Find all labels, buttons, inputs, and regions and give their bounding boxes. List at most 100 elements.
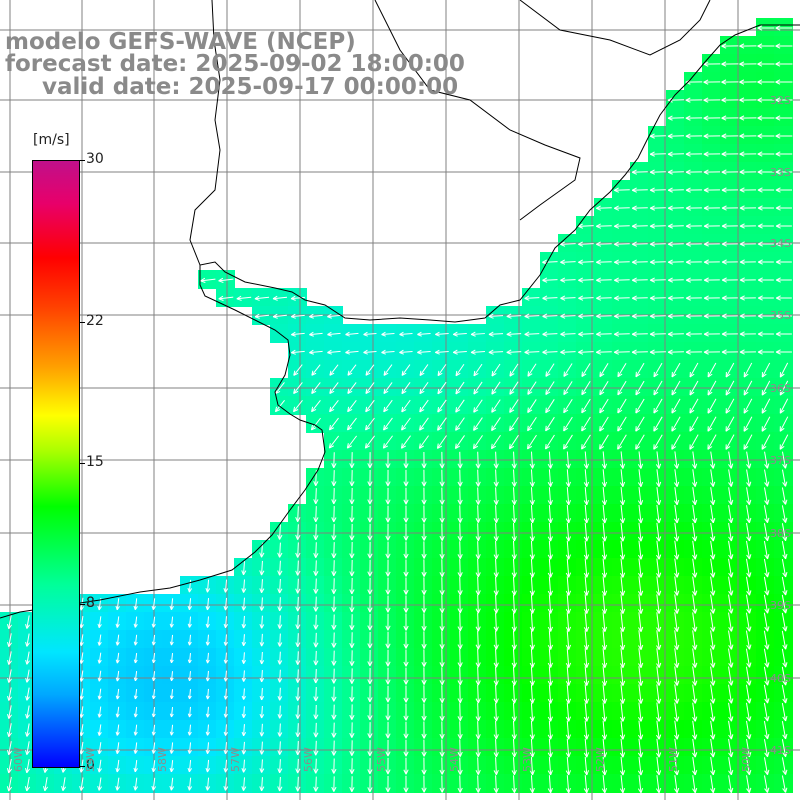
wind-arrow: [655, 756, 662, 776]
wind-cell: [738, 414, 757, 433]
wind-arrow: [563, 363, 573, 377]
wind-cell: [414, 342, 433, 361]
wind-cell: [468, 414, 487, 433]
wind-cell: [288, 504, 307, 523]
wind-arrow: [169, 760, 174, 773]
wind-arrow: [187, 742, 192, 754]
wind-arrow: [649, 349, 666, 355]
wind-cell: [738, 360, 757, 379]
wind-arrow: [674, 522, 680, 542]
wind-arrow: [728, 487, 734, 505]
wind-arrow: [439, 667, 445, 686]
wind-arrow: [313, 578, 319, 594]
wind-cell: [324, 468, 343, 487]
wind-arrow: [346, 435, 358, 449]
wind-cell: [702, 270, 721, 289]
wind-arrow: [560, 259, 576, 265]
wind-cell: [306, 486, 325, 505]
wind-arrow: [439, 487, 445, 505]
wind-arrow: [328, 417, 339, 431]
wind-arrow: [295, 776, 301, 792]
wind-cell: [252, 540, 271, 559]
wind-arrow: [632, 313, 648, 319]
wind-arrow: [403, 523, 409, 541]
wind-arrow: [764, 487, 770, 505]
wind-cell: [342, 666, 361, 685]
wind-arrow: [565, 451, 571, 469]
wind-arrow: [349, 487, 355, 505]
wind-cell: [630, 252, 649, 271]
wind-arrow: [739, 313, 756, 319]
wind-arrow: [671, 434, 681, 450]
wind-cell: [324, 738, 343, 757]
wind-arrow: [511, 648, 517, 668]
wind-cell: [576, 252, 595, 271]
wind-cell: [468, 360, 487, 379]
wind-cell: [756, 216, 775, 235]
wind-cell: [288, 648, 307, 667]
wind-cell: [720, 342, 739, 361]
wind-arrow: [746, 469, 752, 487]
colorbar-tick: [79, 160, 85, 161]
wind-arrow: [421, 667, 427, 685]
wind-arrow: [218, 277, 234, 283]
wind-arrow: [295, 578, 301, 594]
wind-arrow: [649, 133, 666, 139]
colorbar-tick-label: 15: [86, 454, 104, 470]
wind-cell: [558, 270, 577, 289]
wind-arrow: [547, 612, 553, 632]
longitude-label: 57W: [229, 747, 242, 772]
wind-arrow: [473, 363, 483, 377]
wind-cell: [270, 576, 289, 595]
wind-cell: [756, 198, 775, 217]
wind-arrow: [619, 666, 626, 686]
wind-cell: [90, 774, 109, 793]
wind-arrow: [721, 43, 739, 49]
wind-cell: [666, 414, 685, 433]
wind-arrow: [635, 434, 645, 450]
wind-cell: [252, 558, 271, 577]
wind-cell: [648, 270, 667, 289]
wind-arrow: [601, 451, 608, 469]
wind-arrow: [509, 363, 519, 377]
wind-arrow: [703, 115, 721, 121]
wind-cell: [198, 270, 217, 289]
wind-cell: [612, 396, 631, 415]
wind-cell: [180, 720, 199, 739]
wind-arrow: [401, 364, 411, 376]
wind-arrow: [25, 651, 30, 665]
wind-arrow: [781, 523, 788, 542]
wind-arrow: [547, 738, 553, 758]
wind-cell: [378, 594, 397, 613]
wind-arrow: [757, 241, 774, 247]
wind-arrow: [757, 43, 775, 49]
wind-arrow: [472, 435, 483, 450]
wind-arrow: [205, 616, 210, 628]
wind-arrow: [739, 79, 757, 85]
wind-arrow: [637, 504, 644, 524]
wind-arrow: [599, 380, 609, 396]
wind-cell: [234, 684, 253, 703]
wind-arrow: [721, 313, 738, 319]
wind-arrow: [728, 451, 734, 469]
wind-cell: [432, 414, 451, 433]
wind-cell: [216, 756, 235, 775]
wind-arrow: [775, 277, 792, 283]
wind-cell: [36, 774, 55, 793]
wind-arrow: [542, 313, 558, 319]
wind-cell: [324, 342, 343, 361]
wind-cell: [288, 738, 307, 757]
wind-arrow: [223, 724, 228, 736]
wind-cell: [738, 252, 757, 271]
wind-cell: [126, 720, 145, 739]
wind-arrow: [349, 578, 355, 595]
wind-arrow: [313, 776, 319, 792]
wind-arrow: [493, 469, 499, 487]
wind-arrow: [653, 416, 663, 432]
wind-arrow: [403, 613, 409, 631]
wind-arrow: [763, 576, 770, 596]
wind-arrow: [703, 61, 721, 67]
wind-arrow: [583, 738, 590, 758]
wind-arrow: [691, 451, 698, 469]
wind-cell: [450, 432, 469, 451]
